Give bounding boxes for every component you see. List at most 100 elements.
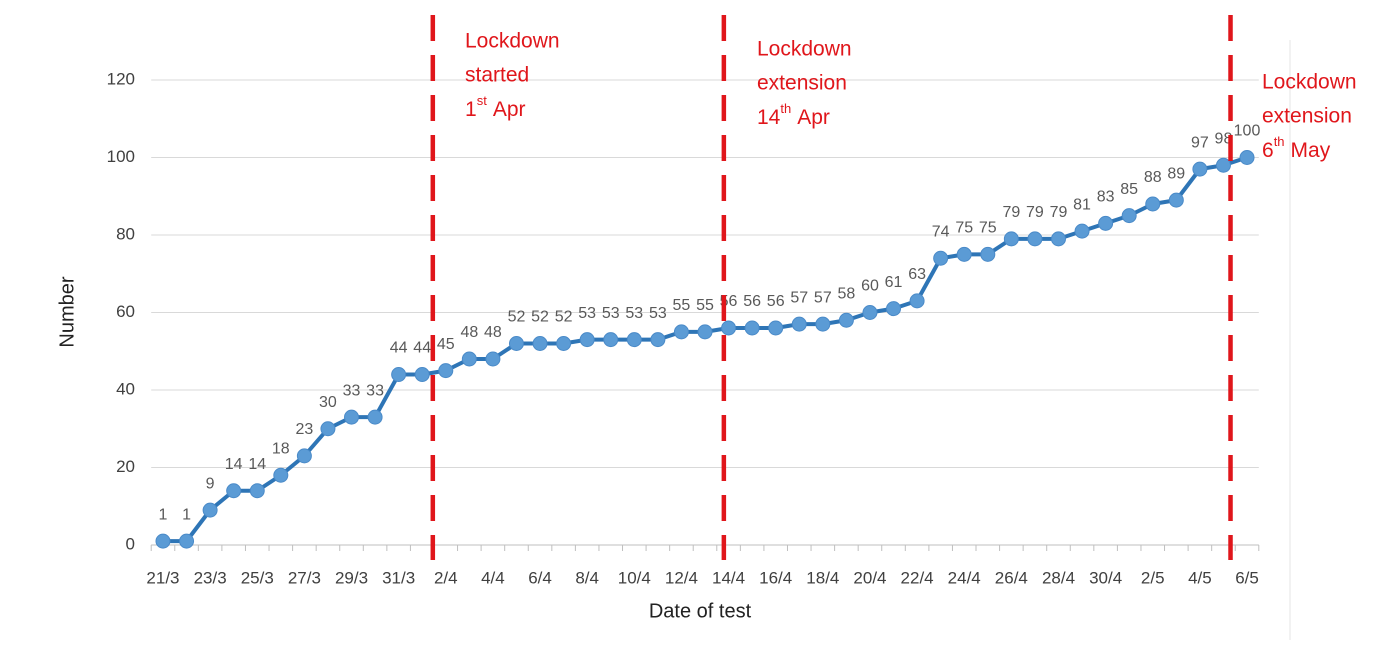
data-point [532, 336, 548, 351]
data-point [791, 316, 807, 332]
y-tick-label: 20 [116, 457, 135, 476]
data-label: 98 [1215, 130, 1233, 147]
data-label: 1 [159, 506, 168, 523]
x-axis-label: Date of test [649, 600, 752, 622]
data-label: 55 [696, 297, 714, 314]
data-point [1239, 150, 1255, 165]
x-tick-label: 23/3 [194, 568, 227, 587]
x-tick-label: 2/5 [1141, 568, 1165, 587]
data-point [1168, 192, 1184, 208]
data-label: 61 [885, 274, 903, 291]
data-point [1192, 161, 1208, 177]
data-point [508, 336, 524, 351]
data-label: 48 [484, 324, 502, 341]
annotation-text: started [465, 64, 529, 87]
data-label: 100 [1234, 123, 1261, 140]
data-label: 44 [413, 340, 431, 357]
data-label: 30 [319, 394, 337, 411]
data-point [296, 448, 312, 464]
data-label: 53 [578, 305, 596, 322]
data-label: 9 [206, 475, 215, 492]
data-label: 79 [1002, 204, 1020, 221]
y-tick-label: 0 [126, 534, 135, 553]
x-tick-label: 22/4 [901, 568, 934, 587]
data-label: 33 [366, 382, 384, 399]
x-tick-label: 25/3 [241, 568, 274, 587]
data-point [603, 332, 619, 348]
data-point [815, 316, 831, 332]
x-tick-label: 30/4 [1089, 568, 1122, 587]
x-tick-label: 8/4 [575, 568, 599, 587]
data-point [933, 250, 949, 266]
x-tick-label: 2/4 [434, 568, 458, 587]
annotation-text: extension [1262, 105, 1352, 128]
data-point [980, 246, 996, 262]
data-point [1050, 231, 1066, 247]
x-tick-label: 4/4 [481, 568, 505, 587]
data-point [556, 336, 572, 351]
data-label: 81 [1073, 196, 1091, 213]
data-point [202, 502, 218, 518]
data-label: 56 [743, 293, 761, 310]
data-label: 1 [182, 506, 191, 523]
data-label: 44 [390, 340, 408, 357]
data-label: 58 [837, 285, 855, 302]
annotation-day: 14 [757, 106, 781, 129]
data-point [862, 305, 878, 320]
data-point [744, 320, 760, 336]
data-point [650, 332, 666, 348]
data-point [155, 533, 171, 549]
data-point [249, 483, 265, 499]
data-point [721, 320, 737, 336]
data-point [909, 293, 925, 309]
x-tick-label: 31/3 [382, 568, 415, 587]
x-tick-label: 18/4 [806, 568, 839, 587]
annotation-text: Lockdown [1262, 71, 1357, 94]
x-tick-label: 27/3 [288, 568, 321, 587]
annotation-day: 6 [1262, 139, 1274, 162]
data-line [162, 155, 1248, 544]
y-tick-label: 100 [107, 147, 135, 166]
data-label: 53 [625, 305, 643, 322]
data-label: 57 [814, 289, 832, 306]
data-label: 56 [767, 293, 785, 310]
data-point [1027, 231, 1043, 247]
x-tick-label: 26/4 [995, 568, 1028, 587]
data-label: 52 [508, 309, 526, 326]
x-tick-label: 20/4 [853, 568, 886, 587]
data-point [886, 301, 902, 317]
data-label: 18 [272, 440, 290, 457]
annotation-sup: st [477, 93, 488, 108]
data-label: 52 [531, 309, 549, 326]
data-point [461, 351, 477, 367]
data-point [367, 409, 383, 425]
x-tick-label: 14/4 [712, 568, 745, 587]
annotation-month: Apr [797, 106, 830, 129]
data-point [768, 320, 784, 336]
data-label: 97 [1191, 134, 1209, 151]
data-label: 60 [861, 278, 879, 295]
data-label: 52 [555, 309, 573, 326]
data-label: 85 [1120, 181, 1138, 198]
annotation-text: Lockdown [465, 30, 560, 53]
data-point [626, 332, 642, 348]
annotation-date: 1st Apr [465, 93, 526, 120]
annotation-month: Apr [493, 98, 526, 121]
data-point [1121, 208, 1137, 224]
y-tick-label: 80 [116, 224, 135, 243]
data-label: 74 [932, 223, 950, 240]
data-point [226, 483, 242, 499]
x-tick-label: 16/4 [759, 568, 792, 587]
data-label: 57 [790, 289, 808, 306]
data-point [438, 363, 454, 379]
data-point [391, 367, 407, 382]
x-tick-label: 10/4 [618, 568, 651, 587]
data-point [273, 467, 289, 483]
data-point [485, 351, 501, 367]
y-tick-label: 60 [116, 302, 135, 321]
data-label: 33 [343, 382, 361, 399]
annotation-text: Lockdown [757, 38, 852, 61]
data-point [320, 421, 336, 437]
data-label: 53 [649, 305, 667, 322]
